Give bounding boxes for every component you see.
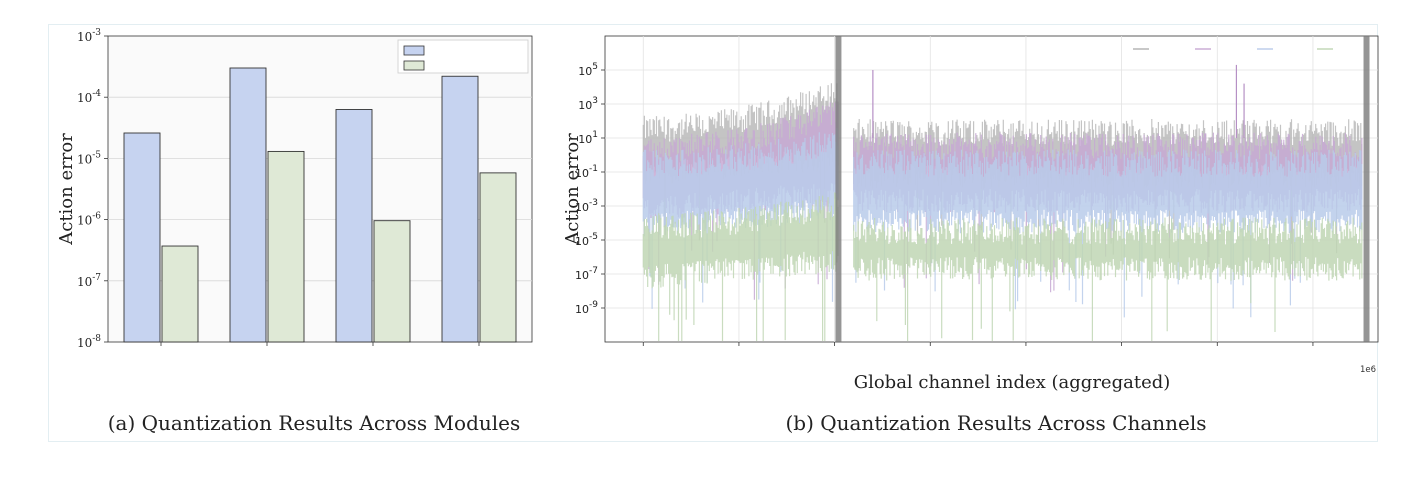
y-ticks-b: 10-9 10-7 10-5 10-3 10-1 101 103 105 (575, 62, 605, 316)
y-tick-label-b: 10-3 (575, 198, 598, 214)
bars-a (123, 67, 517, 343)
panel-b: 10-9 10-7 10-5 10-3 10-1 101 103 105 Action err… (562, 35, 1379, 435)
x-ticks-b (642, 342, 1314, 346)
legend-a (397, 39, 529, 74)
bar-4bit (229, 67, 267, 343)
module-boundary-band (1363, 36, 1370, 342)
legend-swatch-a (403, 60, 425, 71)
channel-series-4-bit (642, 127, 1363, 318)
module-boundaries (835, 36, 1370, 342)
module-boundary-band (835, 36, 842, 342)
x-ticks-a (160, 342, 480, 346)
y-tick-label-a: 10-5 (77, 150, 101, 166)
y-tick-label-b: 105 (578, 62, 598, 78)
y-tick-label-b: 10-9 (575, 300, 598, 316)
y-tick-label-b: 10-1 (575, 164, 598, 180)
y-tick-label-a: 10-8 (77, 334, 101, 350)
caption-b: (b) Quantization Results Across Channels (785, 411, 1206, 435)
bar-8bit (161, 245, 199, 343)
y-tick-label-a: 10-7 (77, 273, 101, 289)
y-tick-label-b: 101 (578, 130, 598, 146)
signal-b (642, 64, 1363, 341)
y-ticks-a: 10-8 10-7 10-6 10-5 10-4 10-3 (77, 28, 108, 350)
y-tick-label-a: 10-4 (77, 89, 101, 105)
caption-a: (a) Quantization Results Across Modules (108, 411, 521, 435)
bar-4bit (123, 132, 161, 343)
bar-8bit (373, 220, 411, 343)
y-tick-label-b: 10-7 (575, 266, 598, 282)
legend-swatch-a (403, 45, 425, 56)
panel-a: 10-8 10-7 10-6 10-5 10-4 10-3 Action error (a… (56, 28, 533, 435)
bar-4bit (441, 75, 479, 343)
x-offset-label: 1e6 (1360, 365, 1376, 375)
x-axis-label-b: Global channel index (aggregated) (854, 372, 1171, 393)
bar-8bit (267, 150, 305, 343)
y-tick-label-a: 10-6 (77, 212, 101, 228)
y-tick-label-a: 10-3 (77, 28, 101, 44)
y-tick-label-b: 10-5 (575, 232, 598, 248)
y-tick-label-b: 103 (578, 96, 598, 112)
bar-4bit (335, 109, 373, 343)
bar-8bit (479, 172, 517, 343)
channel-series-8-bit (642, 192, 1363, 341)
y-axis-label-b: Action error (562, 133, 583, 246)
y-axis-label-a: Action error (56, 133, 77, 246)
